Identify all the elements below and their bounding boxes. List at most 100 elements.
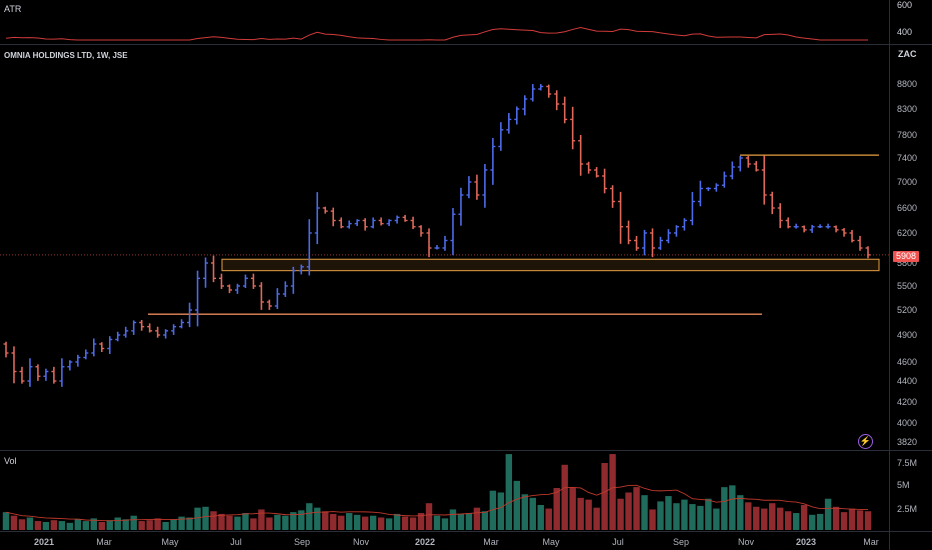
- volume-bar: [601, 463, 608, 530]
- volume-bar: [322, 511, 329, 530]
- ohlc-bar: [689, 191, 695, 226]
- volume-bar: [306, 503, 313, 530]
- support-resistance-levels[interactable]: [0, 154, 889, 315]
- ohlc-bar: [777, 203, 783, 229]
- ohlc-bar: [370, 217, 376, 229]
- volume-bar: [729, 485, 736, 530]
- volume-bar: [338, 515, 345, 530]
- volume-bar: [178, 516, 185, 530]
- volume-bar: [832, 506, 840, 530]
- volume-bar: [657, 501, 664, 530]
- ohlc-bar: [306, 219, 312, 276]
- lightning-icon[interactable]: ⚡: [858, 434, 873, 449]
- ohlc-bar: [586, 161, 592, 174]
- ohlc-bar: [234, 283, 240, 294]
- volume-bar: [545, 508, 552, 530]
- time-tick: May: [542, 537, 560, 547]
- volume-bar: [473, 507, 481, 530]
- ohlc-bar: [769, 191, 775, 215]
- ohlc-bar: [282, 281, 288, 297]
- atr-axis-400: 400: [897, 27, 913, 37]
- volume-bar: [393, 513, 401, 530]
- time-tick: Sep: [294, 537, 310, 547]
- volume-bar: [521, 494, 528, 530]
- ohlc-bar: [139, 320, 145, 331]
- ohlc-bar: [673, 225, 679, 237]
- ohlc-bar: [442, 235, 448, 251]
- volume-bar: [34, 521, 42, 530]
- volume-bar: [361, 516, 369, 530]
- volume-bar: [162, 521, 169, 530]
- ohlc-bar: [378, 217, 384, 226]
- price-tick: 6200: [897, 228, 917, 238]
- time-axis[interactable]: 2021 Mar May Jul Sep Nov 2022 Mar May Jul Sep Nov 20…: [34, 537, 879, 547]
- ohlc-bar: [737, 155, 743, 172]
- volume-bar: [401, 516, 409, 530]
- ohlc-bar: [602, 168, 608, 194]
- ohlc-bar: [482, 164, 488, 208]
- volume-bar: [753, 506, 760, 530]
- ohlc-bar: [274, 288, 280, 309]
- volume-bar: [218, 513, 225, 530]
- volume-bar: [745, 502, 752, 530]
- ohlc-bar: [51, 366, 57, 384]
- ohlc-bar: [99, 342, 105, 353]
- ohlc-bar: [434, 245, 440, 250]
- time-tick: Mar: [96, 537, 112, 547]
- ohlc-bar: [35, 364, 41, 381]
- volume-bar: [713, 508, 720, 530]
- price-axis[interactable]: 8800 8300 7800 7400 7000 6600 6200 5800 5500 5200…: [897, 79, 917, 514]
- ohlc-bar: [147, 323, 153, 333]
- ohlc-bar: [179, 319, 185, 329]
- volume-bar: [449, 509, 457, 530]
- volume-bar: [840, 512, 848, 530]
- volume-bar: [641, 495, 648, 530]
- ohlc-bars[interactable]: [3, 84, 871, 387]
- time-tick: 2023: [796, 537, 816, 547]
- volume-bar: [497, 492, 505, 530]
- volume-bar: [90, 518, 97, 530]
- ohlc-bar: [785, 217, 791, 229]
- symbol-title[interactable]: OMNIA HOLDINGS LTD, 1W, JSE: [4, 51, 128, 60]
- volume-bar: [489, 490, 497, 530]
- volume-histogram[interactable]: [2, 454, 872, 530]
- ohlc-bar: [426, 228, 432, 258]
- currency-label: ZAC: [898, 49, 917, 59]
- volume-bar: [122, 519, 129, 530]
- ohlc-bar: [498, 122, 504, 151]
- ohlc-bar: [219, 273, 224, 289]
- time-tick: May: [161, 537, 179, 547]
- volume-bar: [856, 510, 864, 530]
- ohlc-bar: [19, 366, 25, 384]
- volume-bar: [761, 508, 768, 530]
- volume-bar: [433, 515, 441, 530]
- volume-bar: [130, 515, 137, 530]
- volume-bar: [529, 497, 536, 530]
- volume-bar: [697, 505, 704, 530]
- ohlc-bar: [123, 326, 129, 338]
- volume-bar: [569, 488, 576, 530]
- volume-bar: [26, 517, 34, 530]
- ohlc-bar: [163, 329, 169, 339]
- ohlc-bar: [131, 320, 137, 335]
- last-price-tag: 5908: [893, 251, 919, 262]
- volume-tick: 7.5M: [897, 458, 917, 468]
- volume-bar: [649, 509, 656, 530]
- time-tick: Jul: [230, 537, 242, 547]
- volume-bar: [234, 516, 241, 530]
- ohlc-bar: [203, 257, 209, 288]
- price-tick: 4000: [897, 418, 917, 428]
- volume-bar: [457, 513, 465, 530]
- ohlc-bar: [554, 90, 560, 111]
- volume-bar: [665, 496, 672, 530]
- volume-bar: [314, 507, 321, 530]
- volume-bar: [258, 509, 265, 530]
- ohlc-bar: [642, 229, 648, 256]
- volume-bar: [50, 520, 58, 530]
- volume-bar: [298, 510, 305, 530]
- volume-bar: [777, 507, 784, 530]
- ohlc-bar: [67, 360, 73, 371]
- ohlc-bar: [258, 282, 264, 310]
- ohlc-bar: [171, 324, 177, 335]
